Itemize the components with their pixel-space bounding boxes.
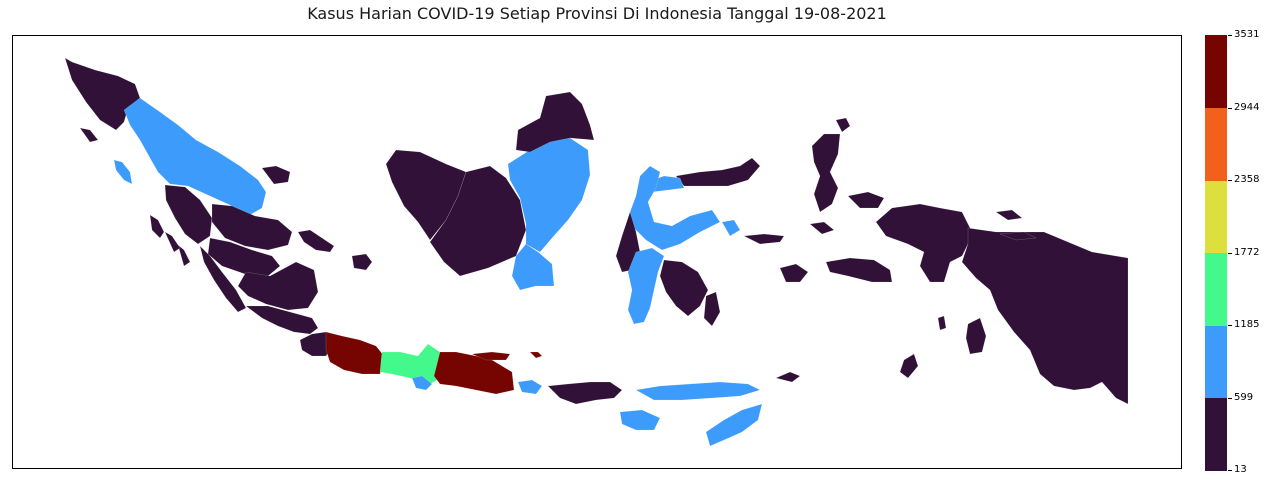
region-siberut xyxy=(149,214,165,239)
region-sumatera-selatan xyxy=(237,261,319,311)
region-sula xyxy=(743,233,785,245)
region-maluku-utara xyxy=(811,133,841,213)
region-sumba xyxy=(619,409,661,431)
region-raja-ampat xyxy=(847,191,885,209)
colorbar-segment xyxy=(1205,397,1227,471)
colorbar-tick xyxy=(1228,470,1232,471)
colorbar-tick xyxy=(1228,180,1232,181)
region-papua xyxy=(961,227,1129,405)
colorbar-segment xyxy=(1205,180,1227,253)
map-frame xyxy=(12,35,1182,469)
colorbar-segment xyxy=(1205,107,1227,181)
region-kalimantan-selatan xyxy=(511,243,555,291)
colorbar-tick xyxy=(1228,325,1232,326)
region-sulawesi-utara xyxy=(675,157,761,187)
colorbar-tick-label: 2358 xyxy=(1234,174,1260,185)
region-sulawesi-tenggara xyxy=(659,259,709,317)
region-ntb xyxy=(547,381,623,405)
region-kalimantan-tengah xyxy=(429,165,527,277)
region-jambi xyxy=(207,237,281,277)
region-jawa-timur xyxy=(433,351,515,395)
region-diy xyxy=(411,375,433,391)
chart-title: Kasus Harian COVID-19 Setiap Provinsi Di… xyxy=(307,4,887,23)
region-kalimantan-barat xyxy=(385,149,467,241)
region-kalimantan-utara xyxy=(515,91,595,153)
colorbar-tick-label: 1185 xyxy=(1234,319,1260,330)
region-bangka xyxy=(297,229,335,253)
region-bengkulu xyxy=(199,245,247,313)
region-aru xyxy=(965,317,987,355)
colorbar-tick xyxy=(1228,107,1232,109)
region-yapen xyxy=(999,231,1037,241)
colorbar-tick xyxy=(1228,252,1232,254)
region-buru xyxy=(779,263,809,283)
region-madura-east xyxy=(529,351,543,359)
region-papua-barat xyxy=(875,203,971,283)
region-tanimbar xyxy=(899,353,919,379)
region-lampung xyxy=(245,305,319,335)
colorbar-tick-label: 599 xyxy=(1234,391,1254,403)
region-bali xyxy=(517,379,543,395)
region-kepri xyxy=(261,165,291,185)
region-kei xyxy=(937,315,947,331)
region-timor xyxy=(705,403,763,447)
region-ntt xyxy=(635,381,761,401)
region-buton xyxy=(703,291,721,327)
region-obi xyxy=(809,221,835,235)
colorbar-tick-label: 1772 xyxy=(1234,246,1260,258)
colorbar-tick-label: 2944 xyxy=(1234,101,1260,113)
region-nias xyxy=(113,159,133,185)
region-flores-east xyxy=(775,371,801,383)
region-sulawesi-selatan xyxy=(627,247,665,325)
region-sumatera-barat xyxy=(164,184,213,245)
colorbar-segment xyxy=(1205,252,1227,326)
region-simeulue xyxy=(79,127,99,143)
region-mentawai xyxy=(164,231,181,253)
colorbar-tick xyxy=(1228,397,1232,399)
region-madura xyxy=(471,351,511,361)
colorbar-segment xyxy=(1205,35,1227,108)
region-seram xyxy=(825,257,893,283)
colorbar xyxy=(1205,35,1227,471)
colorbar-tick xyxy=(1228,35,1232,36)
region-sumatera-utara xyxy=(123,97,267,217)
region-banggai xyxy=(721,219,741,237)
region-riau xyxy=(211,203,293,251)
region-biak xyxy=(995,209,1023,221)
region-jawa-barat xyxy=(325,331,385,375)
region-morotai xyxy=(835,117,851,133)
colorbar-tick-label: 13 xyxy=(1234,464,1247,475)
region-belitung xyxy=(351,253,373,271)
colorbar-tick-label: 3531 xyxy=(1234,29,1260,40)
region-enggano xyxy=(177,244,191,267)
colorbar-segment xyxy=(1205,325,1227,398)
